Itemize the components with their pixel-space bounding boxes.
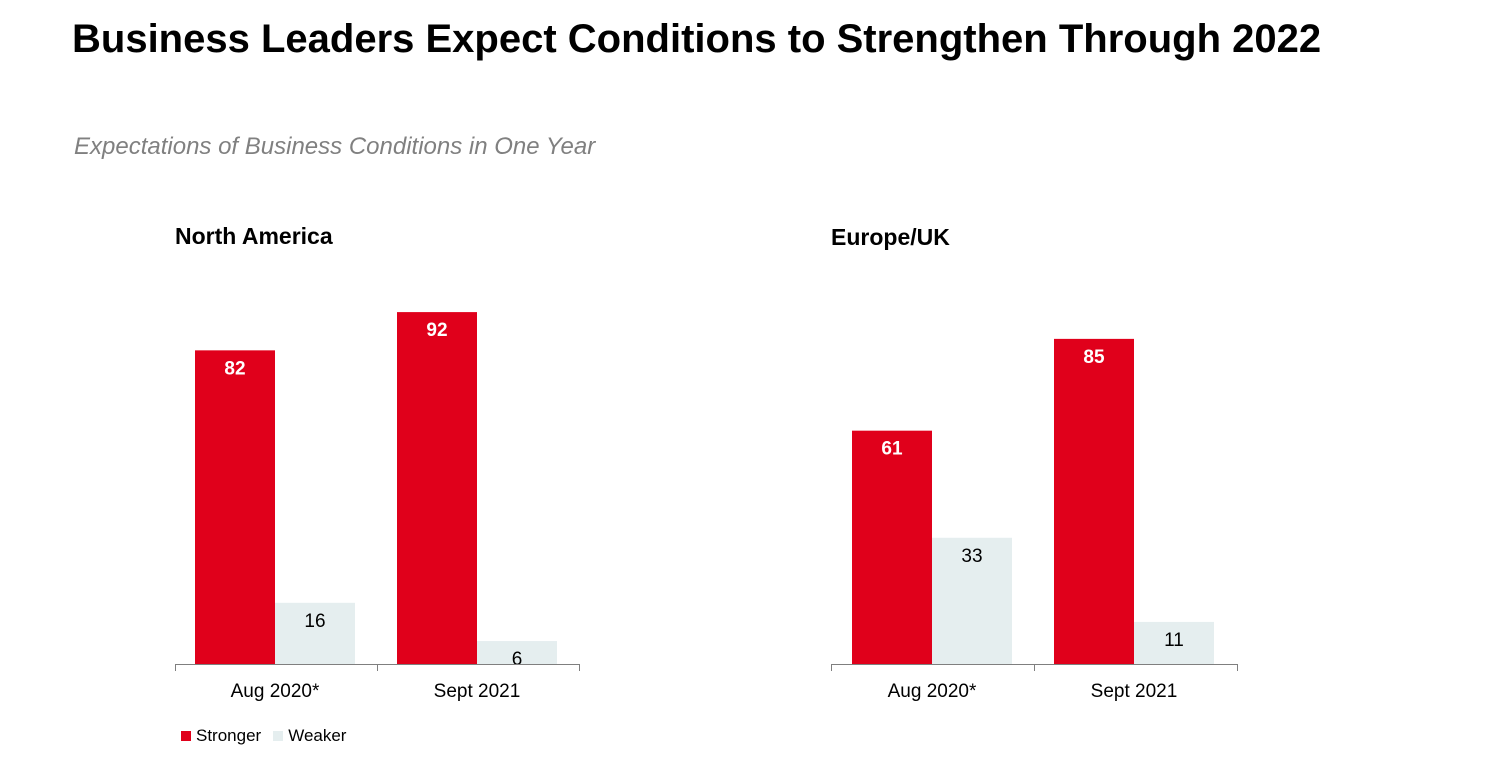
chart-1-bar-weaker-1 xyxy=(275,602,355,664)
chart-2-category-label-2: Sept 2021 xyxy=(1091,681,1178,702)
legend-item-stronger: Stronger xyxy=(181,725,261,747)
legend-label-weaker: Weaker xyxy=(288,726,347,745)
chart-2-bar-weaker-2 xyxy=(1134,621,1214,664)
chart-1-bar-stronger-2 xyxy=(397,312,477,664)
bar-charts: North America 82 16 Aug 2020* 92 6 Sept 2021 Eu… xyxy=(175,223,1238,702)
chart-2-data-label-weaker-2: 11 xyxy=(1164,630,1184,651)
legend-item-weaker: Weaker xyxy=(273,725,346,747)
legend-swatch-weaker xyxy=(273,731,284,741)
chart-1-bar-stronger-1 xyxy=(195,350,275,664)
chart-1-bar-weaker-2 xyxy=(477,641,557,664)
chart-2-data-label-weaker-1: 33 xyxy=(961,546,982,567)
chart-1-title: North America xyxy=(175,223,333,249)
legend-swatch-stronger xyxy=(181,731,191,741)
chart-2-data-label-stronger-1: 61 xyxy=(881,439,903,460)
chart-legend: Stronger Weaker xyxy=(181,725,358,747)
chart-2-title: Europe/UK xyxy=(831,224,950,250)
chart-2-bar-stronger-2 xyxy=(1054,338,1134,664)
chart-1-data-label-stronger-1: 82 xyxy=(224,358,245,379)
chart-1-data-label-stronger-2: 92 xyxy=(426,320,447,341)
legend-label-stronger: Stronger xyxy=(196,726,262,745)
chart-1-category-label-1: Aug 2020* xyxy=(231,681,320,702)
chart-2-data-label-stronger-2: 85 xyxy=(1083,347,1105,368)
chart-1-data-label-weaker-2: 6 xyxy=(512,649,523,670)
chart-2-bar-stronger-1 xyxy=(852,430,932,664)
chart-subtitle: Expectations of Business Conditions in O… xyxy=(74,133,596,160)
chart-2-category-label-1: Aug 2020* xyxy=(888,681,977,702)
chart-1-data-label-weaker-1: 16 xyxy=(304,611,325,632)
chart-2-bar-weaker-1 xyxy=(932,537,1012,664)
page-title: Business Leaders Expect Conditions to St… xyxy=(72,17,1322,61)
chart-1-category-label-2: Sept 2021 xyxy=(434,681,521,702)
